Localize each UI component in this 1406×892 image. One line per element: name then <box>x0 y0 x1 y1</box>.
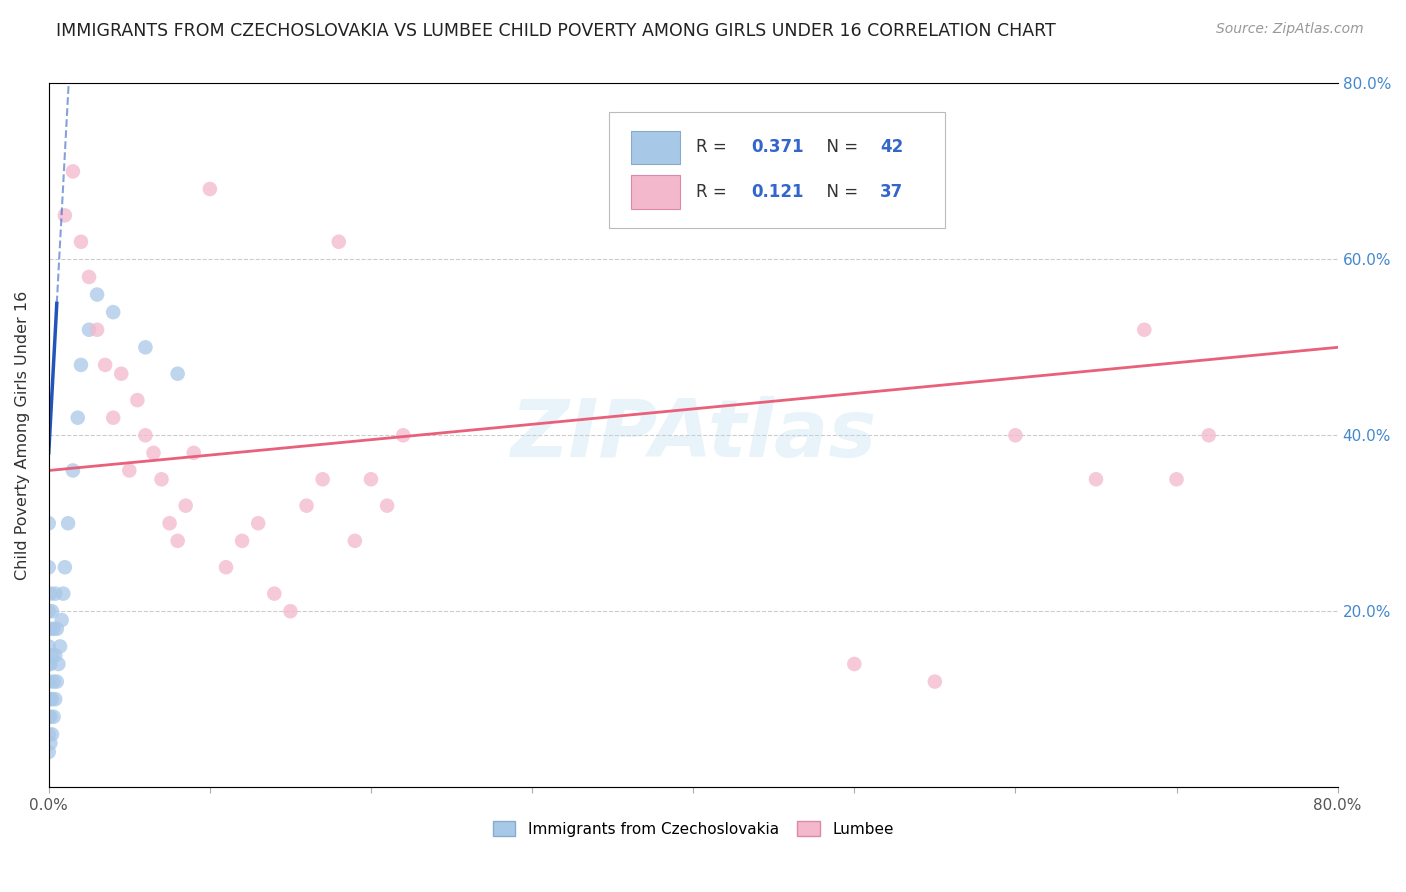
Point <box>38 745 60 759</box>
Point <box>39 586 62 600</box>
Point <box>311 472 333 486</box>
Point <box>183 446 205 460</box>
Point <box>45 674 67 689</box>
Text: 0.121: 0.121 <box>751 183 804 201</box>
Point <box>42 710 65 724</box>
Point <box>174 499 197 513</box>
Text: ZIPAtlas: ZIPAtlas <box>510 396 876 475</box>
Point <box>295 499 318 513</box>
Point <box>38 640 60 654</box>
Text: N =: N = <box>815 183 863 201</box>
Point <box>38 710 60 724</box>
FancyBboxPatch shape <box>609 112 945 227</box>
Text: N =: N = <box>815 138 863 156</box>
Point <box>77 323 100 337</box>
Point <box>1084 472 1107 486</box>
Point <box>1198 428 1220 442</box>
Text: Source: ZipAtlas.com: Source: ZipAtlas.com <box>1216 22 1364 37</box>
Point <box>39 657 62 671</box>
Point <box>44 692 66 706</box>
Point <box>56 516 79 531</box>
Point <box>49 640 72 654</box>
Point <box>42 622 65 636</box>
Point <box>41 692 63 706</box>
Point <box>39 692 62 706</box>
Point <box>360 472 382 486</box>
Text: IMMIGRANTS FROM CZECHOSLOVAKIA VS LUMBEE CHILD POVERTY AMONG GIRLS UNDER 16 CORR: IMMIGRANTS FROM CZECHOSLOVAKIA VS LUMBEE… <box>56 22 1056 40</box>
Point <box>94 358 117 372</box>
Point <box>127 393 149 408</box>
Text: 42: 42 <box>880 138 903 156</box>
Point <box>44 586 66 600</box>
Point <box>110 367 132 381</box>
Point <box>215 560 238 574</box>
Point <box>52 586 75 600</box>
Point <box>343 533 366 548</box>
Point <box>263 586 285 600</box>
Point <box>38 516 60 531</box>
Text: R =: R = <box>696 138 731 156</box>
Point <box>38 657 60 671</box>
Point <box>86 323 108 337</box>
Point <box>77 269 100 284</box>
Point <box>38 604 60 618</box>
Point <box>166 533 188 548</box>
Point <box>159 516 181 531</box>
Point <box>66 410 89 425</box>
Point <box>247 516 270 531</box>
Y-axis label: Child Poverty Among Girls Under 16: Child Poverty Among Girls Under 16 <box>15 291 30 580</box>
Point <box>44 648 66 663</box>
Point <box>1166 472 1188 486</box>
Point <box>48 657 70 671</box>
Point <box>39 710 62 724</box>
Point <box>134 340 156 354</box>
Text: 0.371: 0.371 <box>751 138 804 156</box>
Point <box>51 613 73 627</box>
Point <box>150 472 173 486</box>
Point <box>924 674 946 689</box>
Point <box>41 648 63 663</box>
Point <box>118 463 141 477</box>
Point <box>86 287 108 301</box>
Point <box>375 499 398 513</box>
Point <box>328 235 350 249</box>
Point <box>62 463 84 477</box>
Point <box>844 657 866 671</box>
Point <box>70 235 93 249</box>
Point <box>142 446 165 460</box>
Point <box>39 736 62 750</box>
Point <box>38 727 60 741</box>
Point <box>1133 323 1156 337</box>
Point <box>45 622 67 636</box>
Point <box>166 367 188 381</box>
Point <box>53 560 76 574</box>
Point <box>280 604 302 618</box>
Point <box>62 164 84 178</box>
Bar <box>631 130 681 164</box>
Point <box>134 428 156 442</box>
Legend: Immigrants from Czechoslovakia, Lumbee: Immigrants from Czechoslovakia, Lumbee <box>486 815 900 843</box>
Bar <box>631 175 681 209</box>
Point <box>53 208 76 222</box>
Point <box>38 560 60 574</box>
Point <box>42 674 65 689</box>
Point <box>39 622 62 636</box>
Point <box>41 604 63 618</box>
Point <box>103 305 125 319</box>
Point <box>231 533 253 548</box>
Point <box>38 674 60 689</box>
Point <box>1004 428 1026 442</box>
Text: 37: 37 <box>880 183 903 201</box>
Point <box>198 182 221 196</box>
Point <box>38 692 60 706</box>
Point <box>392 428 415 442</box>
Text: R =: R = <box>696 183 731 201</box>
Point <box>70 358 93 372</box>
Point <box>41 727 63 741</box>
Point <box>103 410 125 425</box>
